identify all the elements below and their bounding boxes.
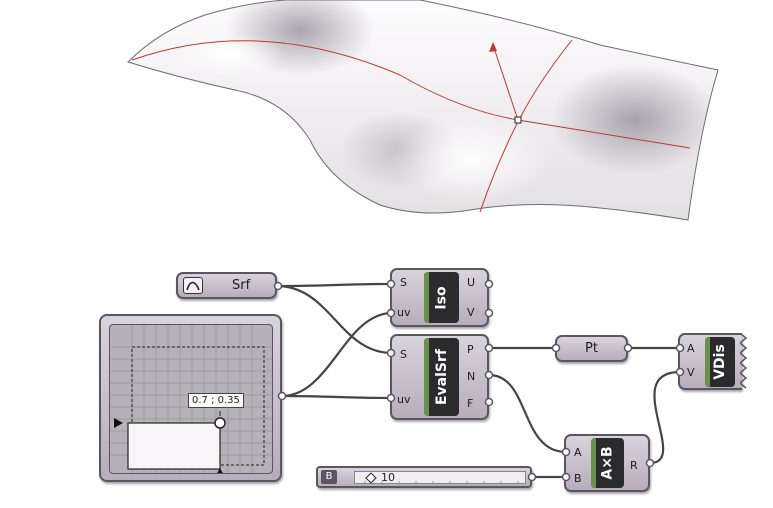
grip-multiply-b[interactable] <box>561 472 571 482</box>
evalsrf-core: EvalSrf <box>424 338 459 416</box>
grip-slider-out[interactable] <box>527 472 537 482</box>
evalsrf-output-n[interactable]: N <box>467 370 476 383</box>
grip-evalsrf-p[interactable] <box>484 343 494 353</box>
md-slider-field[interactable]: 0.7 ; 0.35 <box>109 324 273 474</box>
grip-iso-s[interactable] <box>386 279 396 289</box>
grip-multiply-a[interactable] <box>561 447 571 457</box>
surface-shadow <box>550 65 718 175</box>
iso-core: Iso <box>424 272 459 323</box>
multiply-input-a[interactable]: A <box>574 446 582 459</box>
vdis-component[interactable]: A V VDis <box>678 333 748 390</box>
iso-output-u[interactable]: U <box>467 276 476 289</box>
evaluated-point <box>514 116 522 124</box>
md-slider-selection <box>127 422 221 470</box>
grip-iso-u[interactable] <box>484 279 494 289</box>
normal-vector <box>492 44 519 121</box>
surface-param-icon <box>183 277 203 294</box>
grip-srf-out[interactable] <box>273 281 283 291</box>
iso-input-uv[interactable]: uv <box>397 306 411 319</box>
grip-iso-uv[interactable] <box>386 308 396 318</box>
evalsrf-input-uv[interactable]: uv <box>397 393 411 406</box>
iso-tab <box>424 272 429 323</box>
vdis-input-v[interactable]: V <box>687 366 695 379</box>
srf-label: Srf <box>232 278 251 293</box>
grip-vdis-v[interactable] <box>675 367 685 377</box>
evalsrf-input-s[interactable]: S <box>400 348 407 361</box>
pt-label: Pt <box>585 341 598 356</box>
vdis-tab <box>705 337 710 387</box>
grip-evalsrf-n[interactable] <box>484 370 494 380</box>
wire-md-to-iso <box>281 311 393 398</box>
wire-n-to-multiply <box>488 373 567 454</box>
slider-tag: B <box>321 470 337 484</box>
md-slider[interactable]: 0.7 ; 0.35 <box>99 314 282 482</box>
wire-multiply-to-vdis <box>649 370 681 465</box>
multiply-input-b[interactable]: B <box>574 472 582 485</box>
number-slider[interactable]: B 10 <box>316 466 532 488</box>
grip-evalsrf-f[interactable] <box>484 397 494 407</box>
md-slider-arrow-left <box>114 418 123 428</box>
iso-component[interactable]: S uv Iso U V <box>390 268 489 327</box>
iso-curve-u <box>131 40 691 149</box>
vdis-zigzag-edge <box>740 333 748 389</box>
iso-output-v[interactable]: V <box>467 306 475 319</box>
multiply-core: A×B <box>591 438 624 488</box>
md-slider-grip[interactable] <box>214 417 226 429</box>
surface-highlight <box>175 33 285 77</box>
normal-arrowhead <box>489 42 497 52</box>
slider-track[interactable]: 10 <box>354 471 526 485</box>
md-slider-value-tooltip: 0.7 ; 0.35 <box>188 393 244 408</box>
grip-evalsrf-uv[interactable] <box>386 393 396 403</box>
grip-md-out[interactable] <box>277 391 287 401</box>
multiply-tab <box>591 438 596 488</box>
md-slider-arrow-bottom <box>217 468 223 473</box>
slider-value: 10 <box>381 471 395 484</box>
iso-input-s[interactable]: S <box>400 276 407 289</box>
multiply-output-r[interactable]: R <box>630 459 638 472</box>
evalsrf-component[interactable]: S uv EvalSrf P N F <box>390 334 489 420</box>
surface-viewport <box>127 0 719 221</box>
evalsrf-tab <box>424 338 429 416</box>
vdis-core: VDis <box>705 337 735 387</box>
grip-vdis-a[interactable] <box>675 343 685 353</box>
grip-evalsrf-s[interactable] <box>386 348 396 358</box>
slider-ticks <box>364 481 519 485</box>
srf-parameter[interactable]: Srf <box>176 272 277 299</box>
evalsrf-output-p[interactable]: P <box>467 343 474 356</box>
wire-md-to-evalsrf <box>281 394 393 400</box>
evalsrf-output-f[interactable]: F <box>467 397 474 410</box>
wire-srf-to-iso <box>276 282 393 288</box>
grip-pt-out[interactable] <box>623 343 633 353</box>
grip-pt-in[interactable] <box>551 343 561 353</box>
wire-srf-to-evalsrf <box>276 284 393 355</box>
grip-multiply-r[interactable] <box>645 458 655 468</box>
vdis-input-a[interactable]: A <box>687 342 695 355</box>
grip-iso-v[interactable] <box>484 308 494 318</box>
